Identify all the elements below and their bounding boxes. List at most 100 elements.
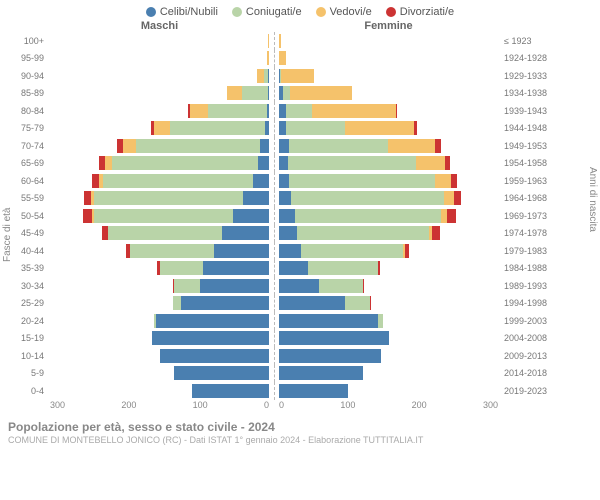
age-label: 95-99	[0, 53, 50, 63]
bar-segment	[203, 261, 269, 275]
bar-segment	[454, 191, 461, 205]
center-line	[269, 330, 279, 348]
pyramid-row: 20-241999-2003	[0, 312, 600, 330]
bar-segment	[174, 366, 269, 380]
bar-segment	[286, 104, 312, 118]
pyramid-row: 70-741949-1953	[0, 137, 600, 155]
center-line	[269, 295, 279, 313]
year-label: 1999-2003	[498, 316, 550, 326]
center-line	[269, 67, 279, 85]
female-bar	[279, 209, 498, 223]
year-label: 1994-1998	[498, 298, 550, 308]
bar-segment	[279, 279, 319, 293]
bar-segment	[192, 384, 269, 398]
year-label: 1964-1968	[498, 193, 550, 203]
bar-segment	[279, 174, 289, 188]
center-line	[269, 102, 279, 120]
pyramid-row: 90-941929-1933	[0, 67, 600, 85]
legend-label: Celibi/Nubili	[160, 6, 218, 18]
age-label: 25-29	[0, 298, 50, 308]
center-line	[269, 50, 279, 68]
age-label: 0-4	[0, 386, 50, 396]
male-bar	[50, 366, 269, 380]
age-label: 100+	[0, 36, 50, 46]
legend-item: Divorziati/e	[386, 6, 454, 18]
female-bar	[279, 366, 498, 380]
year-label: 1979-1983	[498, 246, 550, 256]
bar-segment	[432, 226, 439, 240]
legend-item: Vedovi/e	[316, 6, 372, 18]
x-tick: 300	[483, 400, 498, 410]
female-header: Femmine	[279, 20, 498, 32]
year-label: ≤ 1923	[498, 36, 550, 46]
bar-segment	[279, 156, 288, 170]
x-tick: 100	[340, 400, 355, 410]
y-axis-left-label: Fasce di età	[2, 208, 13, 262]
year-label: 1934-1938	[498, 88, 550, 98]
pyramid-row: 35-391984-1988	[0, 260, 600, 278]
center-line	[269, 312, 279, 330]
pyramid-row: 50-541969-1973	[0, 207, 600, 225]
female-bar	[279, 296, 498, 310]
male-bar	[50, 121, 269, 135]
bar-segment	[281, 69, 314, 83]
bar-segment	[92, 174, 99, 188]
x-axis: 3002001000 0100200300	[0, 400, 600, 416]
male-bar	[50, 51, 269, 65]
center-line	[269, 137, 279, 155]
year-label: 1954-1958	[498, 158, 550, 168]
female-bar	[279, 156, 498, 170]
center-line	[269, 277, 279, 295]
bar-segment	[233, 209, 270, 223]
bar-segment	[388, 139, 435, 153]
male-bar	[50, 279, 269, 293]
male-bar	[50, 244, 269, 258]
bar-segment	[286, 121, 344, 135]
y-axis-right-label: Anni di nascita	[587, 167, 598, 232]
female-bar	[279, 69, 498, 83]
bar-segment	[173, 296, 182, 310]
male-bar	[50, 209, 269, 223]
center-line	[269, 260, 279, 278]
x-tick: 200	[121, 400, 136, 410]
pyramid-row: 95-991924-1928	[0, 50, 600, 68]
bar-segment	[112, 156, 258, 170]
age-label: 15-19	[0, 333, 50, 343]
bar-segment	[243, 191, 269, 205]
bar-segment	[291, 191, 444, 205]
bar-segment	[279, 244, 301, 258]
pyramid-row: 55-591964-1968	[0, 190, 600, 208]
bar-segment	[108, 226, 221, 240]
legend-swatch	[386, 7, 396, 17]
bar-segment	[279, 296, 345, 310]
bar-segment	[174, 279, 200, 293]
center-line	[269, 32, 279, 50]
female-bar	[279, 34, 498, 48]
bar-segment	[279, 104, 286, 118]
legend-label: Vedovi/e	[330, 6, 372, 18]
female-bar	[279, 279, 498, 293]
male-bar	[50, 331, 269, 345]
bar-segment	[279, 191, 291, 205]
pyramid-row: 40-441979-1983	[0, 242, 600, 260]
bar-segment	[405, 244, 409, 258]
female-bar	[279, 104, 498, 118]
bar-segment	[290, 86, 352, 100]
bar-segment	[378, 261, 380, 275]
bar-segment	[445, 156, 450, 170]
age-label: 60-64	[0, 176, 50, 186]
bar-segment	[279, 139, 289, 153]
bar-segment	[312, 104, 396, 118]
pyramid-row: 75-791944-1948	[0, 120, 600, 138]
legend-swatch	[232, 7, 242, 17]
bar-segment	[279, 366, 363, 380]
bar-segment	[297, 226, 428, 240]
pyramid-row: 100+ ≤ 1923	[0, 32, 600, 50]
pyramid-row: 45-491974-1978	[0, 225, 600, 243]
bar-segment	[288, 156, 416, 170]
center-line	[269, 120, 279, 138]
year-label: 1969-1973	[498, 211, 550, 221]
chart-title: Popolazione per età, sesso e stato civil…	[8, 420, 592, 434]
bar-segment	[181, 296, 269, 310]
bar-segment	[279, 331, 389, 345]
